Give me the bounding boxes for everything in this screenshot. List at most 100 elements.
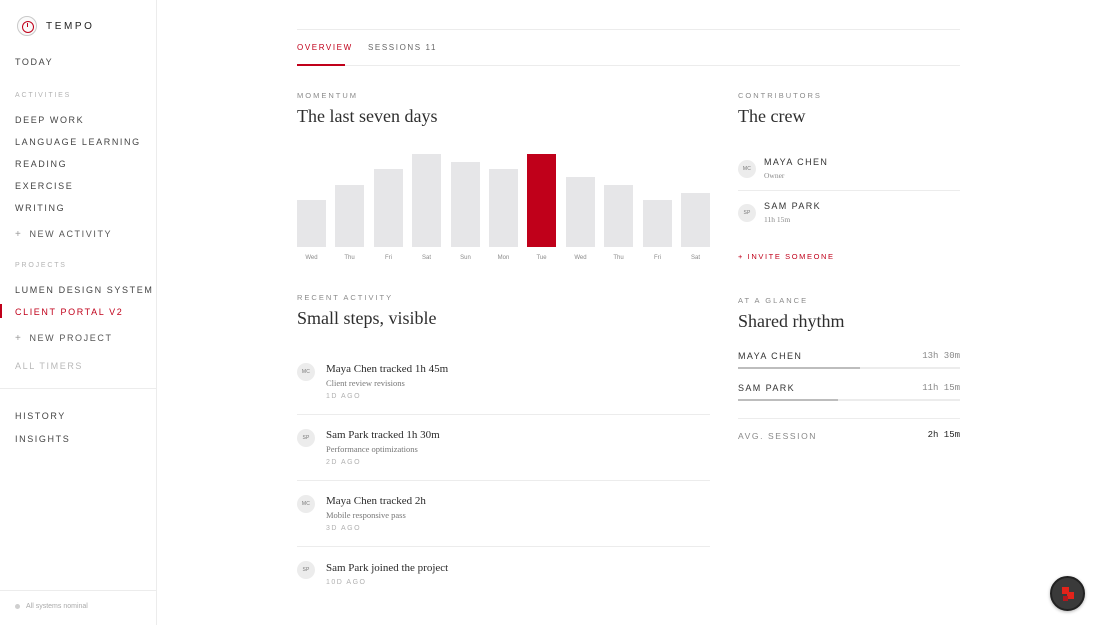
chart-bar[interactable]	[643, 200, 672, 247]
glance-heading: Shared rhythm	[738, 311, 845, 331]
nav-today[interactable]: TODAY	[15, 57, 54, 67]
chart-tick-label: Sun	[460, 255, 471, 261]
chart-tick-label: Wed	[305, 255, 318, 261]
avatar: SP	[297, 429, 315, 447]
rhythm-name: SAM PARK	[738, 383, 796, 393]
projects-section-label: PROJECTS	[15, 262, 67, 269]
chart-tick-label: Thu	[344, 255, 355, 261]
avatar: SP	[297, 561, 315, 579]
activity-subtitle: Mobile responsive pass	[326, 510, 406, 520]
sidebar-item-reading[interactable]: READING	[15, 159, 68, 169]
chart-bar[interactable]	[412, 154, 441, 247]
sidebar-item-language-learning[interactable]: LANGUAGE LEARNING	[15, 137, 141, 147]
avatar: MC	[297, 495, 315, 513]
activity-item[interactable]: SP Sam Park tracked 1h 30m Performance o…	[297, 428, 710, 481]
avatar: MC	[738, 160, 756, 178]
activity-divider	[297, 414, 710, 415]
invite-someone-button[interactable]: + INVITE SOMEONE	[738, 252, 835, 261]
activity-item[interactable]: MC Maya Chen tracked 2h Mobile responsiv…	[297, 494, 710, 547]
chart-tick-label: Tue	[536, 255, 547, 261]
glance-eyebrow: AT A GLANCE	[738, 296, 809, 305]
sidebar-item-all-timers[interactable]: ALL TIMERS	[15, 361, 84, 371]
glance-divider	[738, 418, 960, 419]
avatar: SP	[738, 204, 756, 222]
chart-bar[interactable]	[335, 185, 364, 247]
chart-bar[interactable]	[374, 169, 403, 247]
chart-bar[interactable]	[566, 177, 595, 247]
rhythm-value: 13h 30m	[922, 351, 960, 361]
sidebar-item-client-portal-v2[interactable]: CLIENT PORTAL V2	[15, 307, 124, 317]
app-name: TEMPO	[46, 20, 95, 32]
chart-tick-label: Fri	[654, 255, 661, 261]
header-rule	[297, 29, 960, 30]
crew-role: Owner	[764, 171, 785, 180]
rhythm-progress-fill	[738, 367, 861, 369]
chart-bar[interactable]	[527, 154, 556, 247]
new-activity-button[interactable]: + NEW ACTIVITY	[15, 229, 112, 240]
tab-overview[interactable]: OVERVIEW	[297, 43, 353, 52]
floating-app-button[interactable]	[1050, 576, 1085, 611]
new-activity-label: NEW ACTIVITY	[29, 229, 113, 239]
chart-tick-label: Mon	[497, 255, 510, 261]
activity-title: Sam Park joined the project	[326, 562, 449, 574]
status-dot-icon	[15, 604, 20, 609]
chart-tick-label: Wed	[574, 255, 587, 261]
momentum-chart: Wed Thu Fri Sat Sun Mon Tue Wed Thu Fri Sat	[297, 145, 710, 270]
active-indicator	[0, 304, 2, 318]
tab-active-underline	[297, 64, 345, 66]
activity-time: 1D AGO	[326, 393, 362, 400]
activity-time: 10D AGO	[326, 579, 367, 586]
chart-bar[interactable]	[451, 162, 480, 247]
rhythm-value: 11h 15m	[922, 383, 960, 393]
sidebar-footer-divider	[0, 590, 156, 591]
activity-item[interactable]: SP Sam Park joined the project 10D AGO	[297, 561, 710, 591]
recent-activity-heading: Small steps, visible	[297, 308, 437, 328]
activity-subtitle: Performance optimizations	[326, 444, 418, 454]
momentum-heading: The last seven days	[297, 106, 438, 126]
plus-icon: +	[15, 333, 23, 344]
chart-tick-label: Sat	[690, 255, 700, 261]
sidebar-item-insights[interactable]: INSIGHTS	[15, 434, 71, 444]
new-project-button[interactable]: + NEW PROJECT	[15, 333, 113, 344]
contributors-heading: The crew	[738, 106, 806, 126]
new-project-label: NEW PROJECT	[29, 333, 113, 343]
crew-member[interactable]: MC MAYA CHEN Owner	[738, 156, 960, 191]
crew-name: SAM PARK	[764, 201, 822, 211]
chart-tick-label: Fri	[385, 255, 392, 261]
activity-subtitle: Client review revisions	[326, 378, 405, 388]
rhythm-progress-fill	[738, 399, 838, 401]
crew-divider	[738, 190, 960, 191]
chart-bar[interactable]	[681, 193, 710, 247]
activity-title: Maya Chen tracked 2h	[326, 495, 426, 507]
activity-divider	[297, 546, 710, 547]
rhythm-progress-track	[738, 399, 960, 401]
avatar: MC	[297, 363, 315, 381]
chart-tick-label: Sat	[421, 255, 431, 261]
app-badge-icon	[1062, 587, 1074, 601]
sidebar-item-exercise[interactable]: EXERCISE	[15, 181, 74, 191]
status-text: All systems nominal	[26, 603, 88, 610]
crew-role: 11h 15m	[764, 215, 791, 224]
sidebar-item-history[interactable]: HISTORY	[15, 411, 66, 421]
rhythm-name: MAYA CHEN	[738, 351, 803, 361]
chart-tick-label: Thu	[613, 255, 624, 261]
avg-session-label: AVG. SESSION	[738, 431, 818, 441]
activity-title: Maya Chen tracked 1h 45m	[326, 363, 449, 375]
avg-session-value: 2h 15m	[927, 430, 960, 440]
plus-icon: +	[15, 229, 23, 240]
activity-divider	[297, 480, 710, 481]
sidebar-item-lumen-design-system[interactable]: LUMEN DESIGN SYSTEM	[15, 285, 154, 295]
chart-bar[interactable]	[489, 169, 518, 247]
activity-item[interactable]: MC Maya Chen tracked 1h 45m Client revie…	[297, 362, 710, 415]
clock-logo-icon	[17, 16, 37, 36]
sidebar-divider	[0, 388, 156, 389]
sidebar-item-writing[interactable]: WRITING	[15, 203, 66, 213]
crew-member[interactable]: SP SAM PARK 11h 15m	[738, 201, 960, 231]
activity-time: 2D AGO	[326, 459, 362, 466]
brand[interactable]: TEMPO	[17, 16, 95, 36]
sidebar-item-deep-work[interactable]: DEEP WORK	[15, 115, 85, 125]
tab-sessions[interactable]: SESSIONS 11	[368, 43, 438, 52]
activities-section-label: ACTIVITIES	[15, 92, 72, 99]
chart-bar[interactable]	[297, 200, 326, 247]
chart-bar[interactable]	[604, 185, 633, 247]
